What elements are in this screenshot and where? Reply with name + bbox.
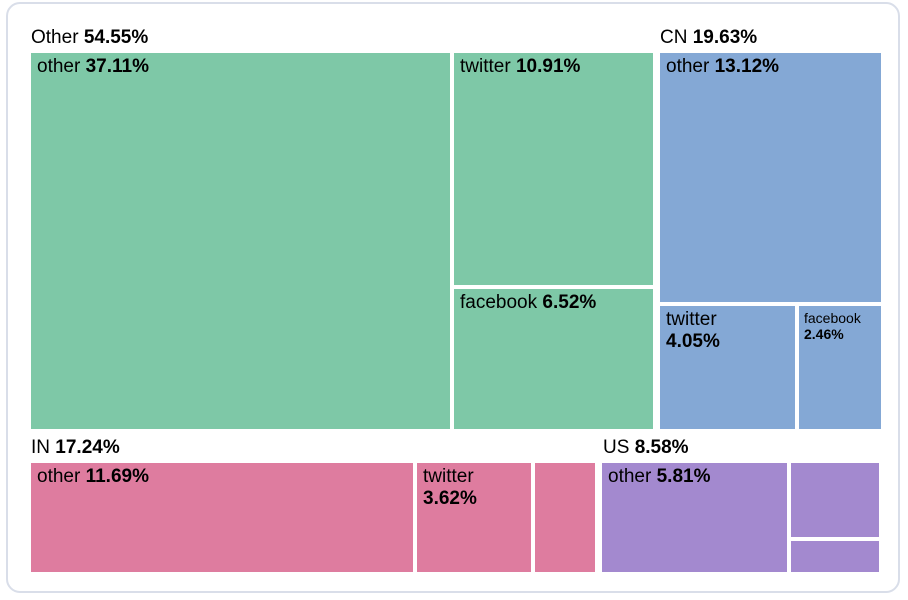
treemap-cell-us-other[interactable]: other 5.81%	[602, 463, 787, 572]
cell-value: 10.91%	[515, 56, 581, 77]
cell-value: 5.81%	[656, 466, 711, 487]
treemap-cell-us-unlabeled-1[interactable]	[791, 463, 879, 537]
group-label-other: Other 54.55%	[31, 27, 148, 48]
group-name: IN	[31, 437, 50, 458]
cell-value: 6.52%	[542, 292, 597, 313]
cell-name: facebook	[804, 310, 861, 326]
cell-name: twitter	[460, 56, 511, 77]
group-label-cn: CN 19.63%	[660, 27, 757, 48]
group-label-in: IN 17.24%	[31, 437, 120, 458]
cell-value: 37.11%	[85, 56, 149, 77]
treemap-cell-in-unlabeled[interactable]	[535, 463, 595, 572]
group-label-us: US 8.58%	[603, 437, 689, 458]
treemap-cell-in-other[interactable]: other 11.69%	[31, 463, 413, 572]
cell-name: other	[666, 56, 710, 77]
group-value: 17.24%	[55, 437, 120, 458]
treemap-cell-other-facebook[interactable]: facebook 6.52%	[454, 289, 653, 429]
treemap-card: Other 54.55% CN 19.63% IN 17.24% US 8.58…	[6, 2, 900, 593]
cell-name: twitter	[423, 466, 474, 487]
cell-name: other	[37, 56, 81, 77]
cell-name: other	[37, 466, 81, 487]
treemap-cell-cn-other[interactable]: other 13.12%	[660, 53, 881, 302]
group-name: Other	[31, 27, 79, 48]
group-value: 19.63%	[692, 27, 758, 48]
cell-value: 4.05%	[666, 331, 720, 352]
cell-value: 11.69%	[85, 466, 149, 487]
treemap-cell-other-other[interactable]: other 37.11%	[31, 53, 450, 429]
treemap-cell-cn-twitter[interactable]: twitter 4.05%	[660, 306, 795, 429]
cell-value: 3.62%	[423, 488, 477, 509]
treemap-cell-in-twitter[interactable]: twitter 3.62%	[417, 463, 531, 572]
treemap-cell-other-twitter[interactable]: twitter 10.91%	[454, 53, 653, 285]
group-name: CN	[660, 27, 688, 48]
cell-value: 2.46%	[804, 326, 844, 342]
group-value: 54.55%	[83, 27, 149, 48]
treemap-cell-cn-facebook[interactable]: facebook 2.46%	[799, 306, 881, 429]
cell-name: facebook	[460, 292, 538, 313]
group-value: 8.58%	[634, 437, 689, 458]
group-name: US	[603, 437, 630, 458]
treemap-cell-us-unlabeled-2[interactable]	[791, 541, 879, 572]
cell-value: 13.12%	[714, 56, 780, 77]
cell-name: twitter	[666, 309, 717, 330]
cell-name: other	[608, 466, 652, 487]
